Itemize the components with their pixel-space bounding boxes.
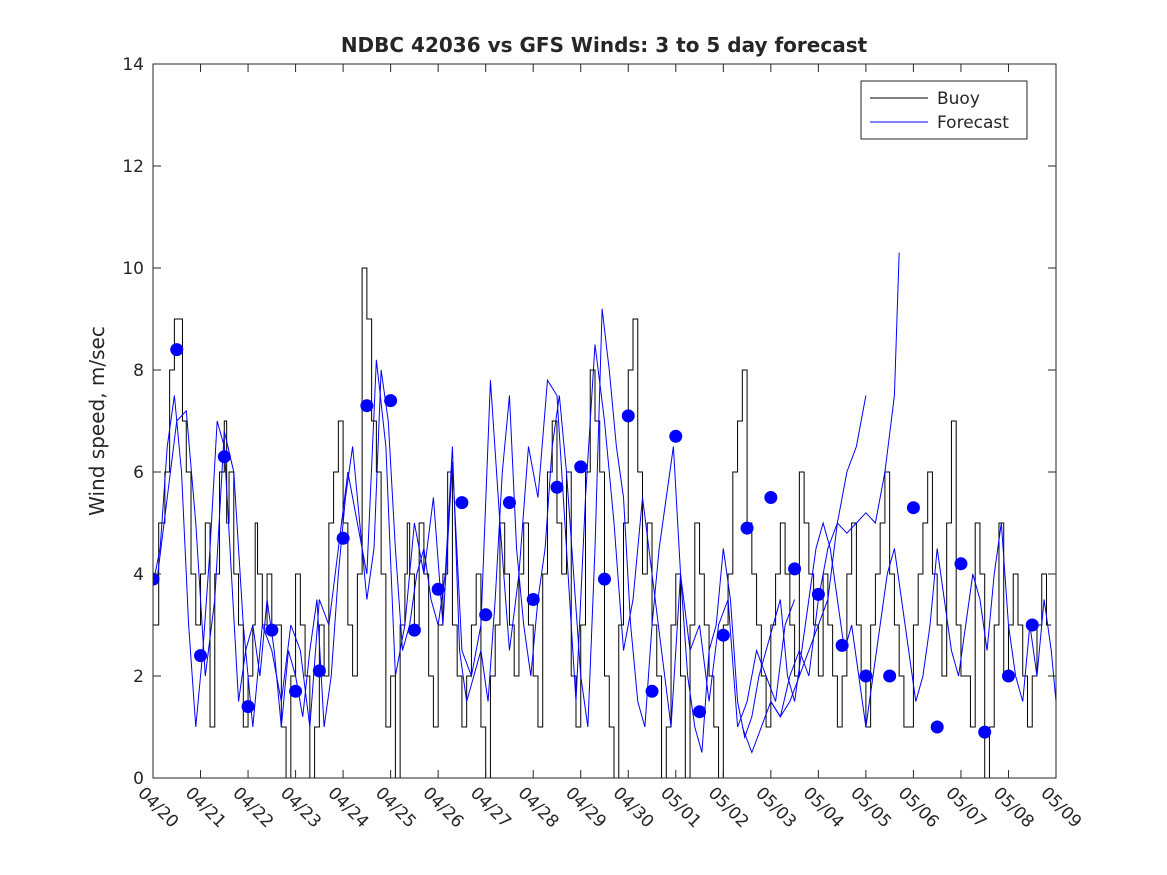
forecast-point <box>859 669 873 683</box>
forecast-point <box>502 496 516 510</box>
plot-area <box>153 252 1056 778</box>
forecast-point <box>598 572 611 586</box>
legend-label-buoy: Buoy <box>937 89 980 109</box>
forecast-point <box>336 531 350 545</box>
forecast-point <box>764 491 778 504</box>
forecast-point <box>978 725 992 739</box>
series-line-forecast-1 <box>153 308 1056 753</box>
series-line-forecast-2 <box>157 344 796 728</box>
forecast-point <box>479 608 493 622</box>
forecast-point <box>716 628 730 642</box>
axes-box <box>152 63 1057 779</box>
forecast-point <box>312 664 326 678</box>
y-tick-label: 6 <box>133 463 144 483</box>
forecast-point <box>265 623 279 637</box>
forecast-point <box>883 669 897 683</box>
y-tick-label: 8 <box>133 361 144 381</box>
forecast-point <box>526 593 540 606</box>
forecast-point <box>1025 618 1039 632</box>
forecast-point <box>693 705 707 719</box>
forecast-point <box>360 399 374 413</box>
forecast-point <box>954 557 968 571</box>
y-tick-label: 12 <box>122 157 144 177</box>
legend-box <box>860 80 1028 140</box>
series-line-forecast-3 <box>741 252 900 754</box>
forecast-point <box>740 521 754 535</box>
series-line-forecast-4 <box>770 395 867 718</box>
legend: Buoy Forecast <box>860 80 1028 140</box>
y-tick-label: 10 <box>122 259 144 279</box>
forecast-point <box>455 496 469 510</box>
forecast-point <box>241 700 255 714</box>
forecast-point <box>217 450 231 464</box>
forecast-point <box>930 720 944 734</box>
forecast-point <box>550 480 564 494</box>
forecast-point <box>645 684 659 698</box>
forecast-point <box>407 623 421 637</box>
forecast-point <box>384 394 398 408</box>
forecast-point <box>289 684 303 698</box>
forecast-point <box>574 460 588 474</box>
legend-label-forecast: Forecast <box>937 113 1009 133</box>
forecast-point <box>1001 669 1015 683</box>
forecast-point <box>153 572 160 586</box>
forecast-point <box>788 562 802 576</box>
series-line-buoy <box>153 267 1052 778</box>
forecast-point <box>811 587 825 601</box>
forecast-point <box>431 582 445 596</box>
forecast-point <box>906 501 920 515</box>
y-tick-label: 0 <box>133 769 144 789</box>
forecast-point <box>669 429 683 443</box>
forecast-point <box>621 409 635 423</box>
y-axis-label: Wind speed, m/sec <box>85 326 109 516</box>
forecast-point <box>835 638 849 652</box>
y-tick-label: 14 <box>122 55 144 75</box>
y-tick-label: 4 <box>133 565 144 585</box>
y-tick-label: 2 <box>133 667 144 687</box>
forecast-point <box>170 343 184 357</box>
chart-title: NDBC 42036 vs GFS Winds: 3 to 5 day fore… <box>341 33 868 57</box>
forecast-point <box>194 649 208 663</box>
